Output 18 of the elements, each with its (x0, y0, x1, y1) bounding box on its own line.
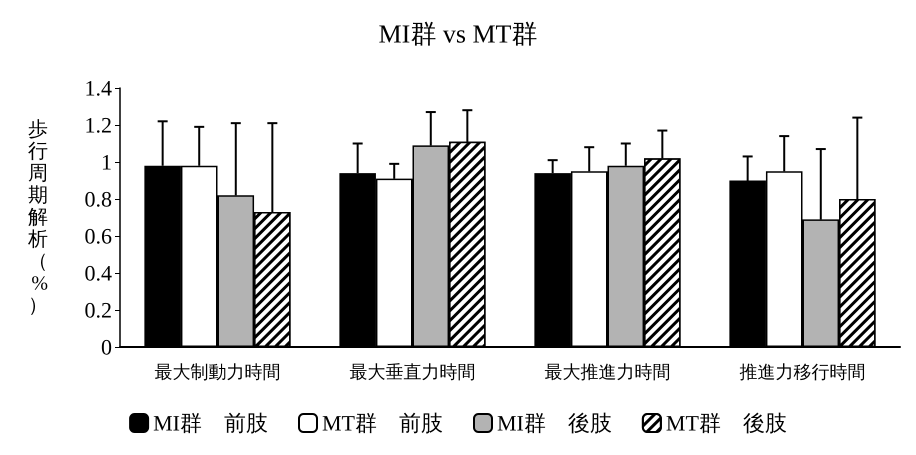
chart-title: MI群 vs MT群 (378, 20, 538, 48)
y-tick-label: 0.2 (84, 298, 112, 322)
x-tick-label: 最大垂直力時間 (350, 362, 476, 382)
legend-label: MT群 前肢 (322, 410, 443, 436)
legend-label: MI群 後肢 (497, 410, 612, 436)
y-tick-label: 1.4 (84, 76, 112, 100)
y-tick-label: 0.8 (84, 186, 112, 212)
legend-label: MT群 後肢 (666, 410, 787, 436)
y-tick-label: 0.6 (84, 224, 112, 248)
y-tick-label: 0.4 (84, 260, 112, 286)
text: 歩行周期解析（%） (28, 118, 48, 316)
x-tick-label: 最大推進力時間 (544, 362, 670, 382)
y-tick-label: 1.2 (84, 112, 112, 138)
x-tick-label: 最大制動力時間 (154, 362, 280, 382)
x-tick-label: 推進力移行時間 (740, 362, 866, 382)
legend-label: MI群 前肢 (153, 410, 268, 436)
y-tick-label: 0 (101, 334, 112, 360)
y-tick-label: 1 (101, 150, 112, 174)
